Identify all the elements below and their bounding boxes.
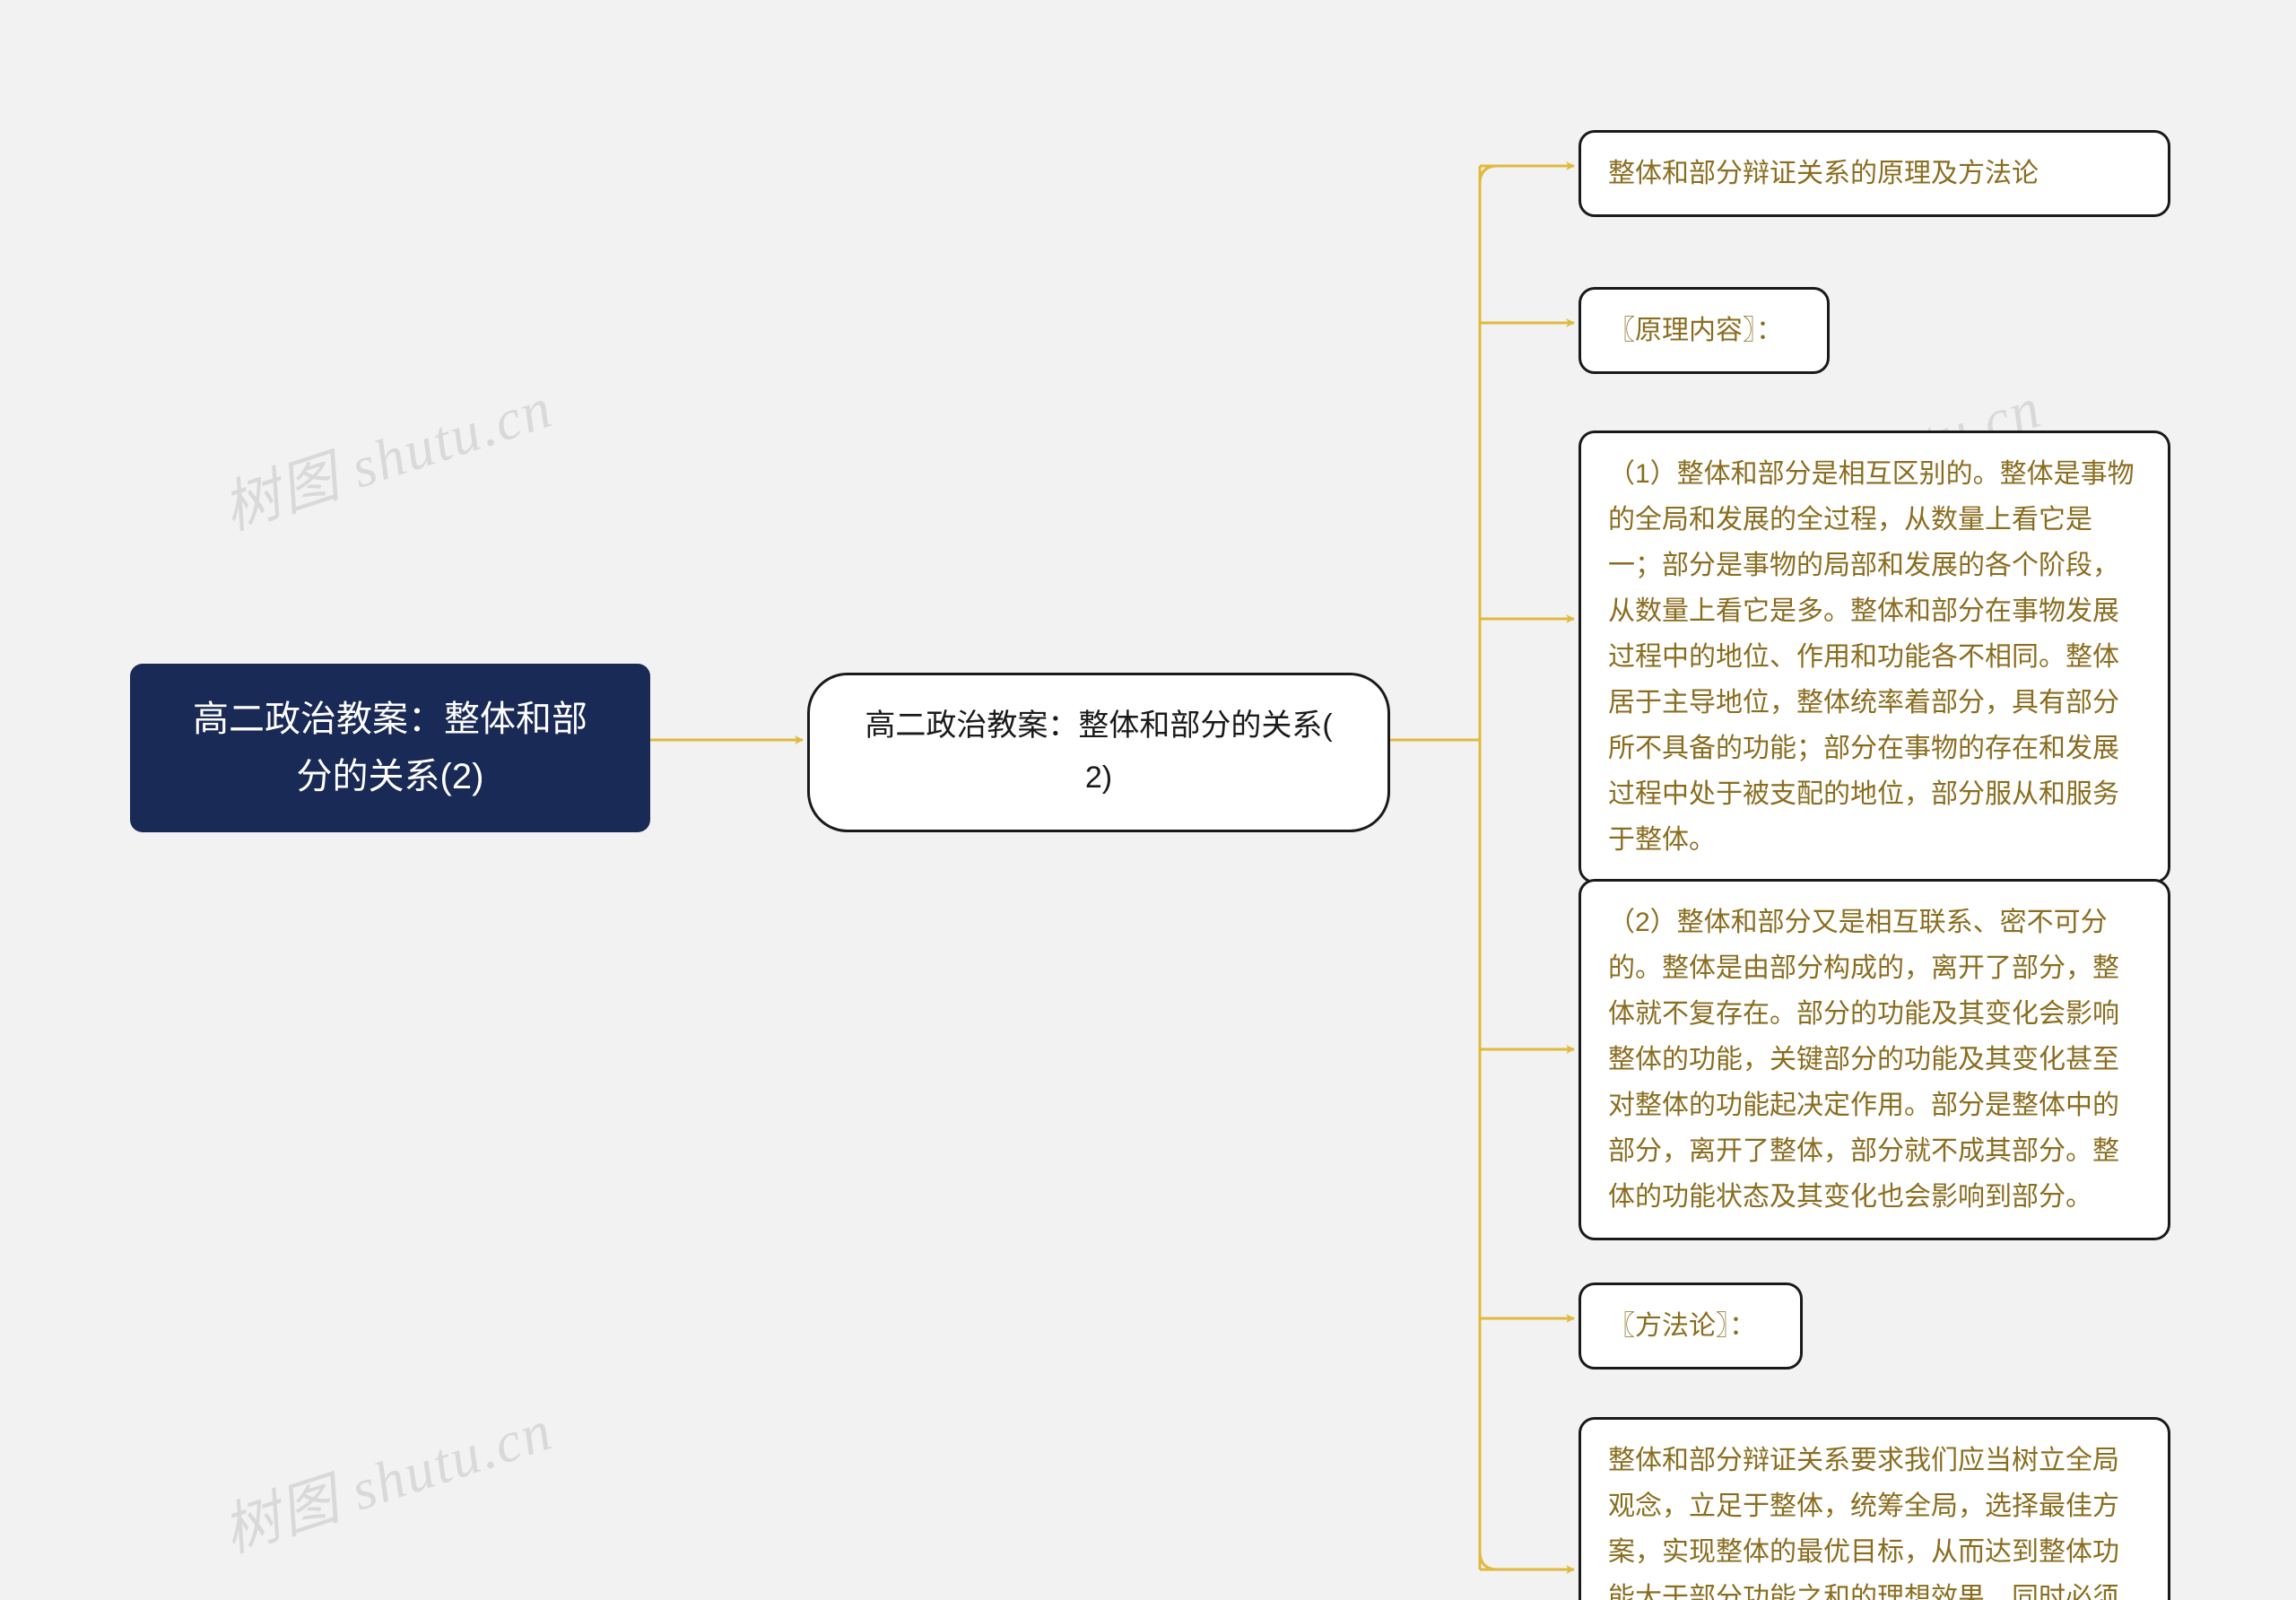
watermark: 树图 shutu.cn [211, 361, 561, 545]
mindmap-canvas: 树图 shutu.cn 树图 shutu.cn 树图 shutu.cn 树图 s… [0, 0, 2296, 1600]
leaf-text: 整体和部分辩证关系要求我们应当树立全局观念，立足于整体，统筹全局，选择最佳方案，… [1608, 1446, 2119, 1600]
leaf-text: （2）整体和部分又是相互联系、密不可分的。整体是由部分构成的，离开了部分，整体就… [1608, 908, 2119, 1212]
leaf-text: 整体和部分辩证关系的原理及方法论 [1608, 159, 2039, 188]
leaf-principle-1[interactable]: （1）整体和部分是相互区别的。整体是事物的全局和发展的全过程，从数量上看它是一；… [1578, 430, 2170, 883]
leaf-text: 〖原理内容〗： [1608, 316, 1783, 345]
watermark: 树图 shutu.cn [211, 1384, 561, 1568]
leaf-theory-method[interactable]: 整体和部分辩证关系的原理及方法论 [1578, 130, 2170, 217]
leaf-method-label[interactable]: 〖方法论〗： [1578, 1283, 1803, 1370]
level1-node[interactable]: 高二政治教案：整体和部分的关系( 2) [807, 673, 1390, 832]
leaf-principle-label[interactable]: 〖原理内容〗： [1578, 287, 1830, 374]
leaf-method-content[interactable]: 整体和部分辩证关系要求我们应当树立全局观念，立足于整体，统筹全局，选择最佳方案，… [1578, 1417, 2170, 1600]
leaf-principle-2[interactable]: （2）整体和部分又是相互联系、密不可分的。整体是由部分构成的，离开了部分，整体就… [1578, 879, 2170, 1240]
leaf-text: 〖方法论〗： [1608, 1311, 1756, 1341]
leaf-text: （1）整体和部分是相互区别的。整体是事物的全局和发展的全过程，从数量上看它是一；… [1608, 459, 2135, 855]
root-node[interactable]: 高二政治教案：整体和部 分的关系(2) [130, 664, 650, 832]
level1-text: 高二政治教案：整体和部分的关系( 2) [865, 709, 1332, 795]
root-text: 高二政治教案：整体和部 分的关系(2) [193, 700, 587, 796]
